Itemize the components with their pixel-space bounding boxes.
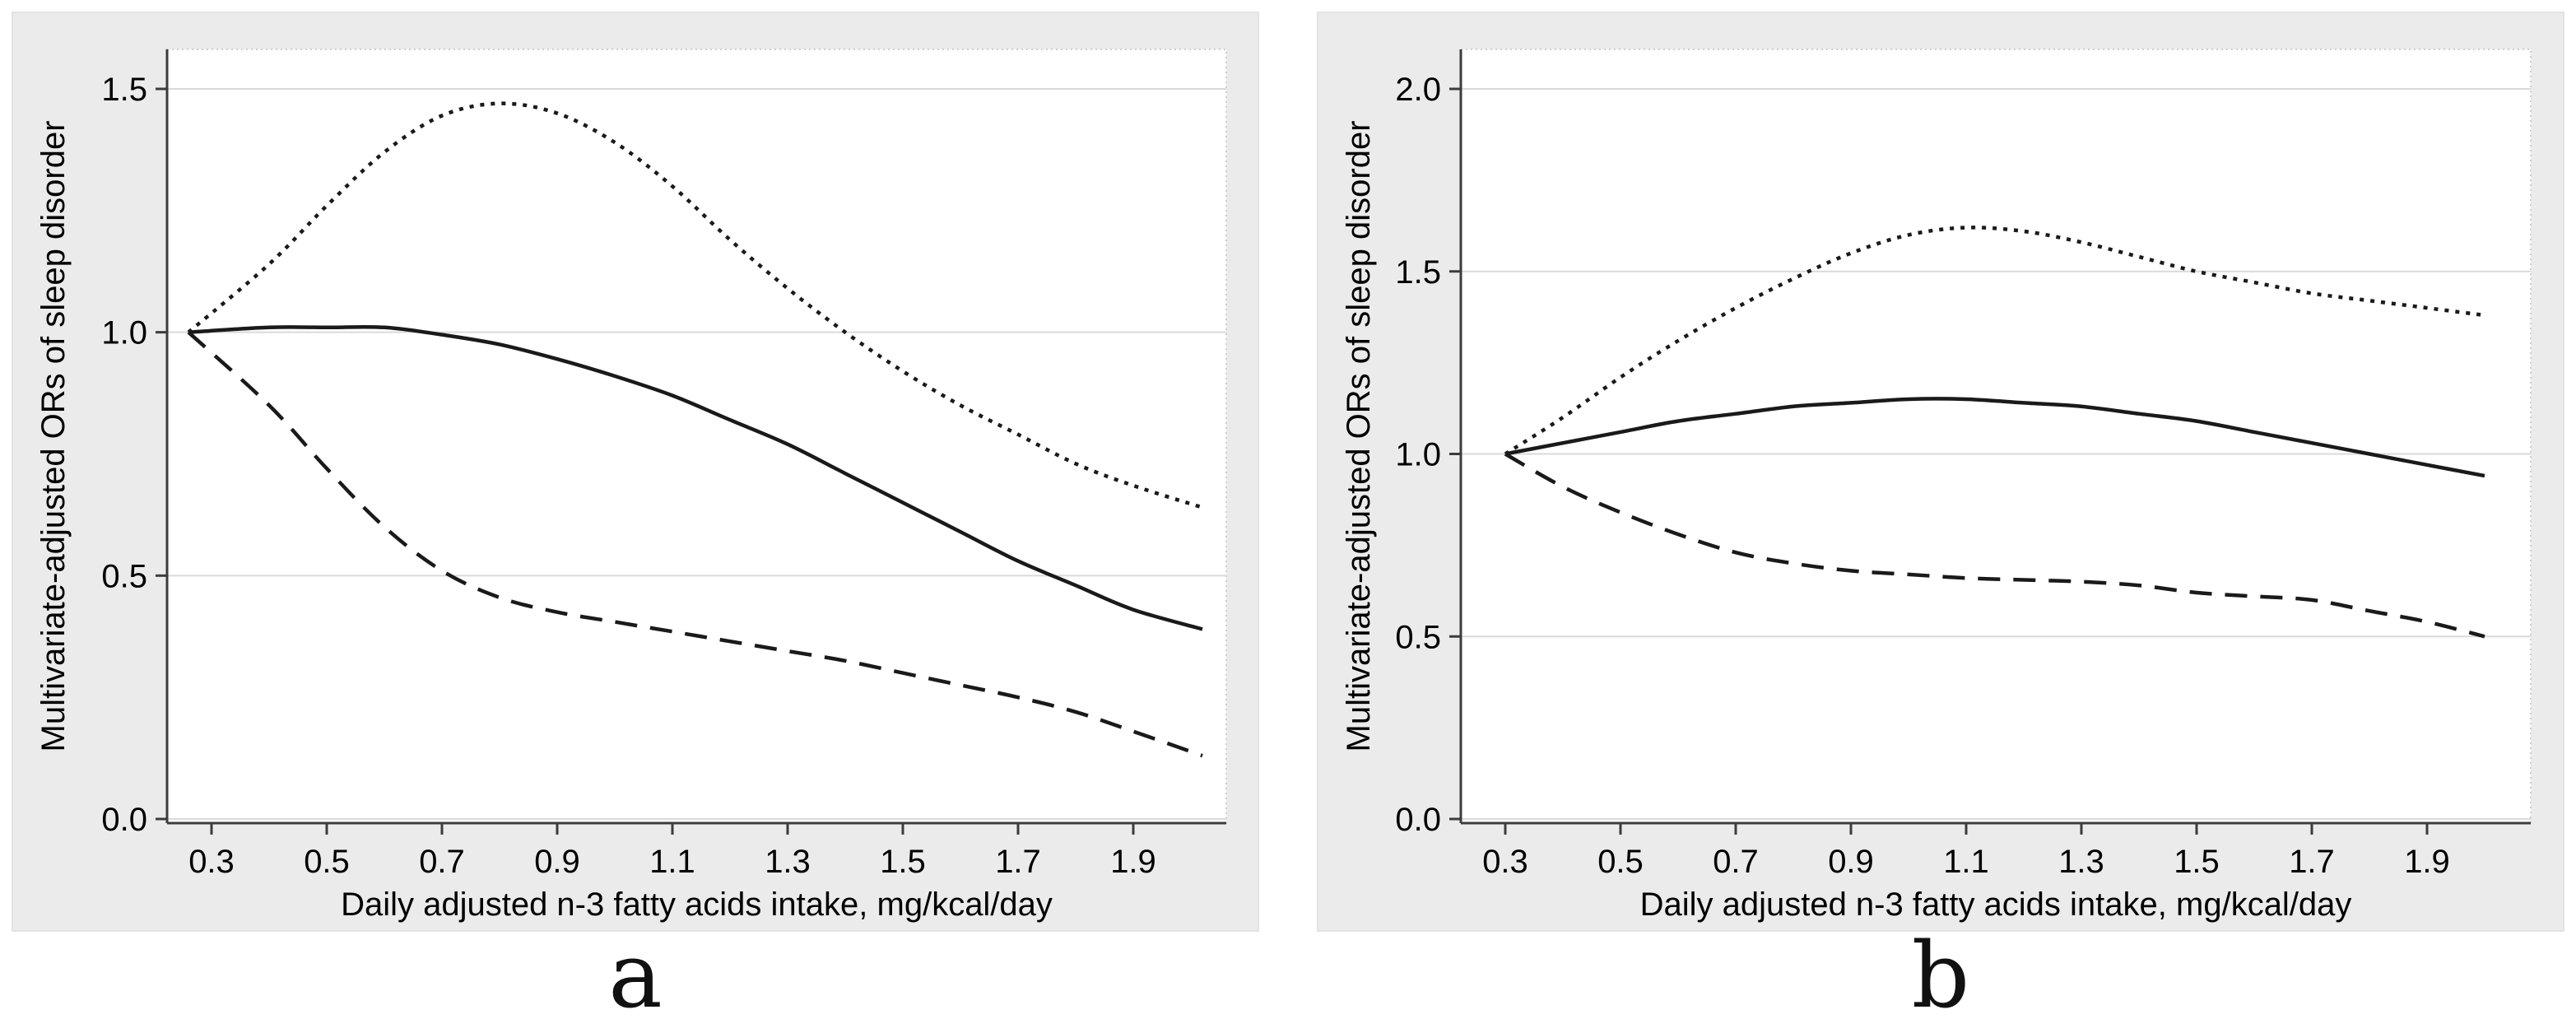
x-axis-title: Daily adjusted n-3 fatty acids intake, m…: [341, 886, 1053, 923]
y-tick-label: 2.0: [1395, 72, 1441, 108]
panel-a: 0.0 0.5 1.0 1.5 0.3 0.5 0.7 0.9 1.1 1.3 1.5 1.7 1.9 D…: [12, 12, 1259, 1019]
curve-dotted: [187, 101, 1203, 510]
panel-b: 0.0 0.5 1.0 1.5 2.0 0.3 0.5 0.7 0.9 1.1 1.3 1.5 1.7 1…: [1317, 12, 2564, 1019]
x-tick-label: 1.5: [880, 844, 926, 880]
panel-a-plot-area: 0.0 0.5 1.0 1.5 0.3 0.5 0.7 0.9 1.1 1.3 1.5 1.7 1.9 D…: [12, 12, 1259, 932]
panel-a-caption: a: [608, 923, 663, 1019]
x-tick-label: 1.1: [649, 844, 695, 880]
x-tick-label: 0.3: [188, 844, 235, 880]
y-tick-label: 0.5: [101, 558, 147, 594]
y-tick-label: 0.0: [101, 802, 147, 838]
x-tick-label: 0.7: [419, 844, 465, 880]
chart-b-svg: 0.0 0.5 1.0 1.5 2.0 0.3 0.5 0.7 0.9 1.1 1.3 1.5 1.7 1…: [1341, 49, 2532, 923]
y-tick-label: 1.5: [1395, 254, 1441, 291]
curve-dashed: [1504, 452, 2485, 639]
x-tick-label: 0.5: [1597, 844, 1644, 880]
plot-region: [166, 49, 1227, 824]
y-tick-label: 1.0: [1395, 437, 1441, 473]
panel-b-caption: b: [1911, 923, 1970, 1019]
panel-b-plot-area: 0.0 0.5 1.0 1.5 2.0 0.3 0.5 0.7 0.9 1.1 1.3 1.5 1.7 1…: [1317, 12, 2564, 932]
y-tick-label: 1.5: [101, 72, 147, 108]
curve-dotted: [1504, 226, 2485, 456]
y-axis-title: Multivariate-adjusted ORs of sleep disor…: [35, 120, 72, 751]
chart-a-svg: 0.0 0.5 1.0 1.5 0.3 0.5 0.7 0.9 1.1 1.3 1.5 1.7 1.9 D…: [35, 49, 1227, 923]
y-tick-label: 1.0: [101, 315, 147, 351]
x-tick-label: 0.7: [1713, 844, 1759, 880]
plot-region: [1460, 49, 2532, 824]
x-tick-label: 0.9: [534, 844, 580, 880]
x-tick-label: 1.7: [2289, 844, 2335, 880]
x-tick-label: 0.3: [1482, 844, 1528, 880]
x-tick-label: 1.3: [765, 844, 811, 880]
y-tick-label: 0.0: [1395, 802, 1441, 838]
x-tick-label: 1.3: [2058, 844, 2104, 880]
curve-dashed: [187, 330, 1203, 758]
x-tick-label: 1.5: [2174, 844, 2220, 880]
x-axis-title: Daily adjusted n-3 fatty acids intake, m…: [1640, 886, 2352, 923]
x-tick-label: 1.1: [1943, 844, 1989, 880]
x-tick-label: 1.9: [2404, 844, 2450, 880]
x-tick-label: 0.9: [1828, 844, 1874, 880]
x-tick-label: 0.5: [304, 844, 350, 880]
y-axis-title: Multivariate-adjusted ORs of sleep disor…: [1341, 120, 1377, 751]
curve-solid: [188, 324, 1203, 631]
x-tick-label: 1.9: [1110, 844, 1156, 880]
x-tick-label: 1.7: [995, 844, 1041, 880]
y-tick-label: 0.5: [1395, 619, 1441, 655]
curve-solid: [1504, 397, 2485, 478]
